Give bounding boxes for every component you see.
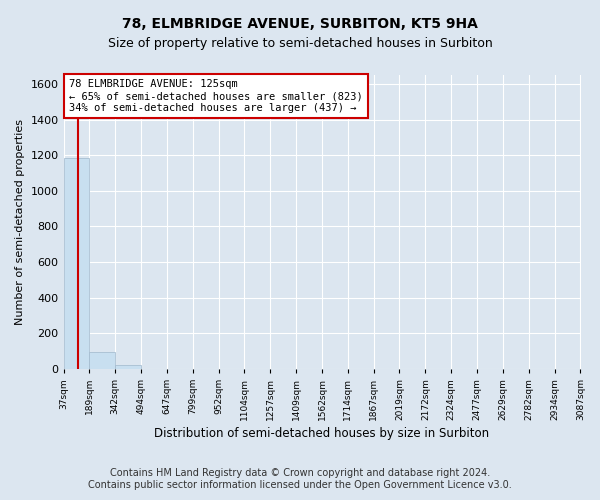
- Text: Contains HM Land Registry data © Crown copyright and database right 2024.: Contains HM Land Registry data © Crown c…: [110, 468, 490, 477]
- Text: Size of property relative to semi-detached houses in Surbiton: Size of property relative to semi-detach…: [107, 38, 493, 51]
- X-axis label: Distribution of semi-detached houses by size in Surbiton: Distribution of semi-detached houses by …: [154, 427, 490, 440]
- Bar: [115, 366, 141, 369]
- Text: Contains public sector information licensed under the Open Government Licence v3: Contains public sector information licen…: [88, 480, 512, 490]
- Y-axis label: Number of semi-detached properties: Number of semi-detached properties: [15, 119, 25, 325]
- Text: 78, ELMBRIDGE AVENUE, SURBITON, KT5 9HA: 78, ELMBRIDGE AVENUE, SURBITON, KT5 9HA: [122, 18, 478, 32]
- Text: 78 ELMBRIDGE AVENUE: 125sqm
← 65% of semi-detached houses are smaller (823)
34% : 78 ELMBRIDGE AVENUE: 125sqm ← 65% of sem…: [69, 80, 362, 112]
- Bar: [64, 158, 89, 369]
- Bar: [89, 352, 115, 369]
